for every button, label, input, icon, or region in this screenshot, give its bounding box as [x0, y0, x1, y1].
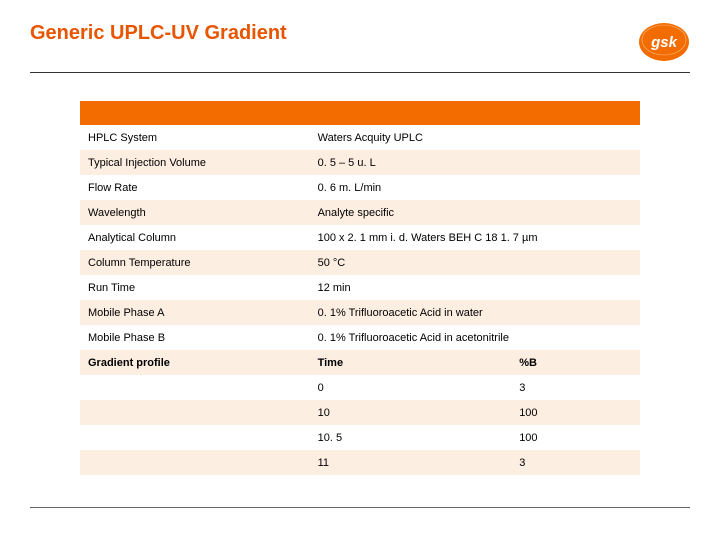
divider-bottom: [30, 507, 690, 508]
gradient-empty: [80, 375, 310, 400]
param-value: 0. 6 m. L/min: [310, 175, 640, 200]
table-row: Column Temperature50 °C: [80, 250, 640, 275]
gradient-header-time: Time: [310, 350, 512, 375]
table-row: [80, 101, 640, 125]
table-row: Run Time12 min: [80, 275, 640, 300]
table-row: 03: [80, 375, 640, 400]
table-row: HPLC SystemWaters Acquity UPLC: [80, 125, 640, 150]
gradient-time: 11: [310, 450, 512, 475]
gradient-pctb: 100: [511, 400, 640, 425]
content-area: HPLC SystemWaters Acquity UPLCTypical In…: [0, 73, 720, 475]
table-row: WavelengthAnalyte specific: [80, 200, 640, 225]
param-value: 12 min: [310, 275, 640, 300]
param-label: Mobile Phase A: [80, 300, 310, 325]
table-row: 10. 5100: [80, 425, 640, 450]
param-value: 100 x 2. 1 mm i. d. Waters BEH C 18 1. 7…: [310, 225, 640, 250]
param-label: Column Temperature: [80, 250, 310, 275]
param-value: Analyte specific: [310, 200, 640, 225]
table-header-cell: [80, 101, 310, 125]
gradient-time: 0: [310, 375, 512, 400]
parameters-table: HPLC SystemWaters Acquity UPLCTypical In…: [80, 101, 640, 475]
param-label: Mobile Phase B: [80, 325, 310, 350]
param-label: Analytical Column: [80, 225, 310, 250]
table-row: 10100: [80, 400, 640, 425]
gradient-empty: [80, 400, 310, 425]
gsk-logo-text: gsk: [650, 34, 678, 51]
page-title: Generic UPLC-UV Gradient: [30, 22, 287, 45]
table-header-cell: [310, 101, 512, 125]
table-row: Mobile Phase A0. 1% Trifluoroacetic Acid…: [80, 300, 640, 325]
param-label: HPLC System: [80, 125, 310, 150]
gradient-time: 10: [310, 400, 512, 425]
table-row: Typical Injection Volume0. 5 – 5 u. L: [80, 150, 640, 175]
gradient-time: 10. 5: [310, 425, 512, 450]
table-row: Mobile Phase B0. 1% Trifluoroacetic Acid…: [80, 325, 640, 350]
table-row: Gradient profileTime%B: [80, 350, 640, 375]
param-value: 0. 5 – 5 u. L: [310, 150, 640, 175]
param-value: Waters Acquity UPLC: [310, 125, 640, 150]
gsk-logo: gsk: [638, 22, 690, 62]
gradient-empty: [80, 425, 310, 450]
table-row: Flow Rate0. 6 m. L/min: [80, 175, 640, 200]
gradient-pctb: 100: [511, 425, 640, 450]
gradient-label: Gradient profile: [80, 350, 310, 375]
gradient-pctb: 3: [511, 450, 640, 475]
param-label: Typical Injection Volume: [80, 150, 310, 175]
param-label: Run Time: [80, 275, 310, 300]
header: Generic UPLC-UV Gradient gsk: [0, 0, 720, 72]
gradient-empty: [80, 450, 310, 475]
gradient-pctb: 3: [511, 375, 640, 400]
table-header-cell: [511, 101, 640, 125]
param-value: 0. 1% Trifluoroacetic Acid in acetonitri…: [310, 325, 640, 350]
gradient-header-pctb: %B: [511, 350, 640, 375]
param-value: 50 °C: [310, 250, 640, 275]
table-row: 113: [80, 450, 640, 475]
param-value: 0. 1% Trifluoroacetic Acid in water: [310, 300, 640, 325]
param-label: Flow Rate: [80, 175, 310, 200]
param-label: Wavelength: [80, 200, 310, 225]
table-row: Analytical Column100 x 2. 1 mm i. d. Wat…: [80, 225, 640, 250]
